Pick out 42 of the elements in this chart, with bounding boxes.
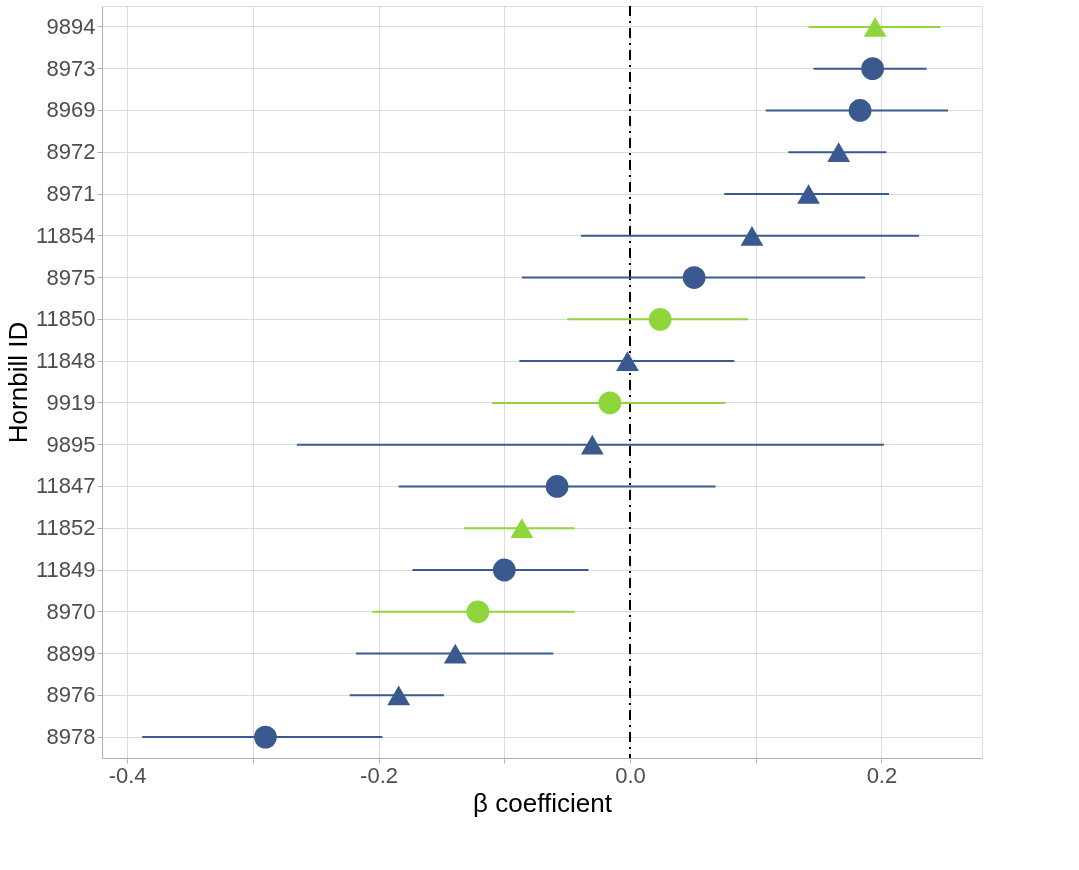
y-tick-label: 9895 [46,431,96,457]
x-axis-title: β coefficient [473,787,613,818]
x-tick-label: 0.0 [615,762,646,788]
point [387,685,411,706]
point [492,558,516,582]
point [616,351,639,371]
point [443,643,467,664]
y-tick-label: 8978 [46,724,96,750]
y-tick-label: 8972 [46,139,96,165]
y-tick-label: 8969 [46,97,96,123]
x-tick-label: 0.2 [866,762,898,788]
x-tick-label: -0.4 [108,762,147,788]
point [740,225,764,246]
point [861,57,885,81]
y-axis-title: Hornbill ID [2,321,33,444]
point [598,391,622,415]
y-tick-label: 11852 [35,515,96,541]
y-tick-label: 8976 [46,682,96,708]
point [682,266,706,289]
y-tick-label: 8970 [46,598,96,624]
point [648,307,672,331]
y-tick-label: 8975 [46,264,96,290]
point [254,725,277,749]
point [863,17,887,37]
y-tick-label: 11854 [35,222,96,248]
point [827,142,851,163]
point [797,184,820,204]
y-tick-label: 11847 [35,473,96,499]
point [545,475,569,498]
point [510,518,534,539]
y-tick-label: 8973 [46,55,96,81]
y-tick-label: 11850 [35,306,96,332]
y-tick-label: 9919 [46,389,96,415]
point [848,99,872,122]
point [580,434,604,455]
y-tick-label: 9894 [46,13,96,39]
y-tick-label: 11849 [35,557,96,582]
point [466,600,490,624]
x-tick-label: -0.2 [360,762,399,788]
y-tick-label: 8899 [46,640,96,666]
y-tick-label: 11848 [35,348,96,374]
y-tick-label: 8971 [46,181,96,206]
